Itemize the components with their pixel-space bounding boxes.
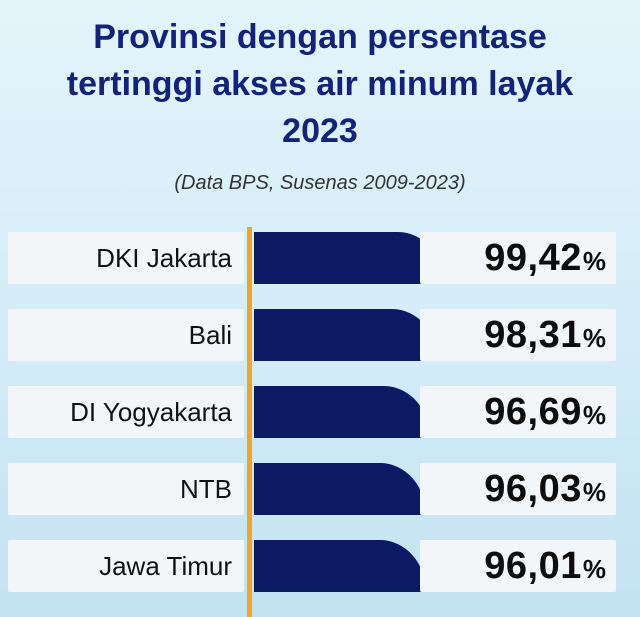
percent-sign: % (582, 323, 606, 353)
value-number: 96,69 (484, 390, 582, 433)
value-number: 98,31 (484, 313, 582, 356)
value-number: 96,01 (484, 544, 582, 587)
category-label: Jawa Timur (8, 540, 244, 592)
percent-sign: % (582, 400, 606, 430)
axis-line (247, 227, 252, 617)
title-line-2: tertinggi akses air minum layak (66, 65, 574, 103)
bar (254, 463, 426, 515)
bar (254, 540, 426, 592)
chart-subtitle: (Data BPS, Susenas 2009-2023) (174, 172, 466, 194)
value-label: 99,42% (420, 232, 616, 284)
value-number: 96,03 (484, 467, 582, 510)
title-line-1: Provinsi dengan persentase (93, 18, 547, 56)
category-label: NTB (8, 463, 244, 515)
chart-title: Provinsi dengan persentase tertinggi aks… (0, 14, 640, 155)
value-label: 96,01% (420, 540, 616, 592)
value-label: 96,03% (420, 463, 616, 515)
value-number: 99,42 (484, 236, 582, 279)
bar (254, 386, 430, 438)
category-label: DI Yogyakarta (8, 386, 244, 438)
bar (254, 232, 444, 284)
value-label: 96,69% (420, 386, 616, 438)
category-label: DKI Jakarta (8, 232, 244, 284)
category-label: Bali (8, 309, 244, 361)
percent-sign: % (582, 477, 606, 507)
bar (254, 309, 438, 361)
title-line-3: 2023 (282, 112, 358, 150)
value-label: 98,31% (420, 309, 616, 361)
percent-sign: % (582, 246, 606, 276)
percent-sign: % (582, 554, 606, 584)
